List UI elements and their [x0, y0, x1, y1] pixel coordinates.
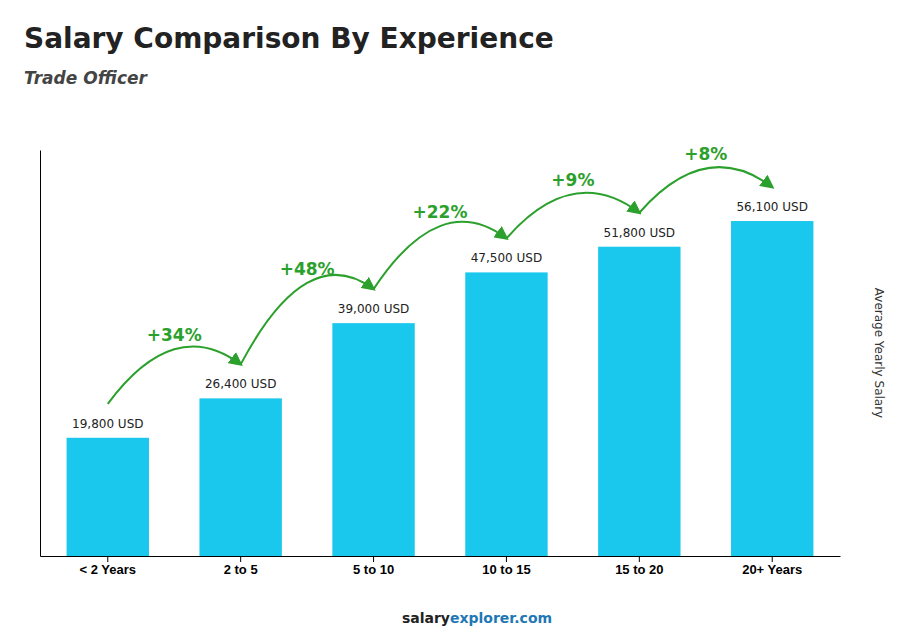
bar	[332, 323, 414, 556]
footer: salary	[402, 610, 450, 626]
change-label: +8%	[684, 144, 727, 164]
subtitle: Trade Officer	[24, 68, 149, 88]
x-axis-line	[41, 556, 841, 557]
x-tick-mark	[506, 556, 507, 562]
data-label: 39,000 USD	[338, 302, 409, 316]
x-tick-mark	[240, 556, 241, 562]
title: Salary Comparison By Experience	[24, 22, 554, 55]
bar	[731, 221, 813, 556]
x-tick-label: 5 to 10	[353, 562, 394, 577]
x-tick-label: 10 to 15	[482, 562, 530, 577]
change-label: +22%	[413, 202, 468, 222]
change-arrow	[374, 222, 507, 289]
x-tick: < 2 Years	[80, 556, 137, 577]
x-tick: 15 to 20	[615, 556, 663, 577]
x-tick-label: 15 to 20	[615, 562, 663, 577]
x-tick-mark	[639, 556, 640, 562]
bar	[598, 247, 680, 556]
y-axis-line	[40, 151, 41, 557]
y-axis-title: Average Yearly Salary	[872, 288, 886, 418]
x-tick-mark	[772, 556, 773, 562]
change-arrow	[639, 167, 772, 213]
footer: explorer.com	[450, 610, 552, 626]
x-tick-label: 2 to 5	[224, 562, 258, 577]
change-arrow	[241, 275, 374, 364]
x-tick: 20+ Years	[742, 556, 802, 577]
data-labels: 19,800 USD 26,400 USD 39,000 USD 47,500 USD…	[72, 200, 808, 431]
x-tick-mark	[107, 556, 108, 562]
x-axis: < 2 Years 2 to 5 5 to 10 10 to 15 15 to 20 20…	[41, 556, 841, 577]
data-label: 56,100 USD	[736, 200, 807, 214]
change-label: +34%	[147, 325, 202, 345]
data-label: 19,800 USD	[72, 417, 143, 431]
change-label: +9%	[551, 170, 594, 190]
x-tick: 5 to 10	[353, 556, 394, 577]
data-label: 51,800 USD	[604, 226, 675, 240]
bar	[465, 272, 547, 556]
annotations: +34% +48% +22% +9% +8%	[108, 144, 772, 403]
data-label: 26,400 USD	[205, 377, 276, 391]
change-arrow	[108, 346, 241, 403]
data-label: 47,500 USD	[471, 251, 542, 265]
x-tick-label: 20+ Years	[742, 562, 802, 577]
bar	[67, 438, 149, 556]
x-tick: 10 to 15	[482, 556, 530, 577]
y-axis	[40, 151, 41, 557]
bar	[199, 398, 281, 556]
x-tick-mark	[373, 556, 374, 562]
change-label: +48%	[280, 259, 335, 279]
change-arrow	[506, 193, 639, 239]
x-tick: 2 to 5	[224, 556, 258, 577]
plot-area: < 2 Years 2 to 5 5 to 10 10 to 15 15 to 20 20…	[41, 144, 841, 577]
bars	[67, 221, 814, 556]
chart: Salary Comparison By Experience Trade Off…	[0, 0, 900, 641]
x-tick-label: < 2 Years	[80, 562, 137, 577]
